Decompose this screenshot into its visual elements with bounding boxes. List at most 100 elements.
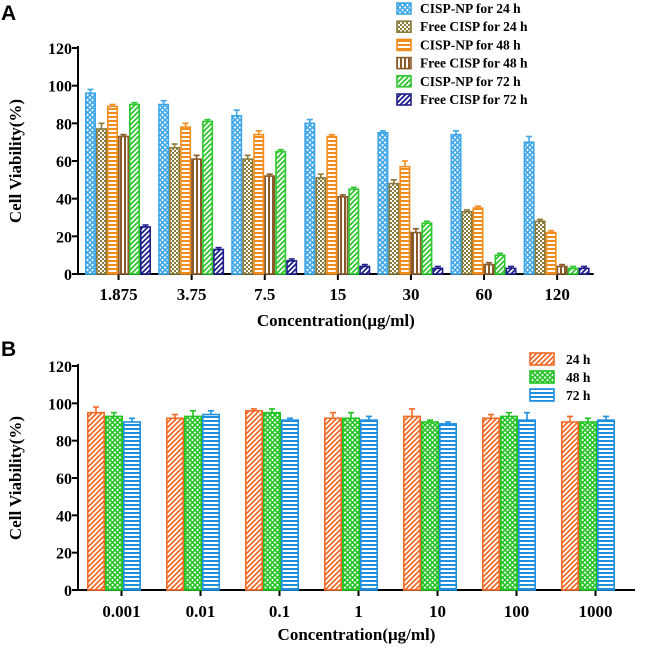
legend-item-free-cisp-for-24-h: Free CISP for 24 h: [396, 19, 528, 34]
y-tick-label: 20: [56, 229, 72, 246]
error-bar: [277, 148, 284, 152]
bar-free-cisp-for-24-h-7-5: [242, 158, 254, 275]
x-tick-label: 10: [429, 602, 446, 621]
error-bar: [120, 133, 127, 137]
y-tick-label: 40: [56, 192, 72, 209]
error-bar: [390, 179, 397, 184]
error-bar: [508, 265, 514, 269]
bar-cisp-np-for-24-h-60: [450, 133, 462, 275]
legend-label: 24 h: [566, 352, 591, 367]
error-bar: [486, 261, 492, 265]
legend-a: CISP-NP for 24 h Free CISP for 24 h CISP-N…: [396, 1, 528, 107]
error-bar: [348, 411, 354, 419]
bar-72-h-1: [359, 419, 378, 591]
x-tick-label: 1000: [579, 602, 613, 621]
error-bar: [215, 246, 222, 250]
legend-label: CISP-NP for 48 h: [420, 37, 521, 52]
legend-swatch: [529, 352, 555, 366]
bar-cisp-np-for-72-h-1-875: [129, 103, 141, 275]
legend-item-cisp-np-for-24-h: CISP-NP for 24 h: [396, 1, 521, 16]
bar-free-cisp-for-48-h-15: [337, 195, 349, 275]
error-bar: [171, 143, 178, 148]
error-bar: [255, 130, 262, 135]
y-axis-title: Cell Viability(%): [6, 416, 25, 540]
bar-cisp-np-for-48-h-60: [472, 207, 484, 275]
error-bar: [585, 417, 591, 422]
bar-cisp-np-for-48-h-3-75: [180, 126, 192, 275]
bar-free-cisp-for-72-h-120: [578, 267, 590, 275]
panel-label-b: B: [1, 338, 16, 361]
bar-72-h-1000: [596, 419, 615, 591]
bar-cisp-np-for-48-h-15: [326, 135, 338, 275]
error-bar: [87, 88, 94, 94]
bar-free-cisp-for-72-h-1-875: [140, 226, 152, 275]
error-bar: [603, 415, 609, 421]
error-bar: [208, 409, 214, 415]
error-bar: [475, 205, 481, 209]
x-tick-label: 60: [476, 285, 493, 304]
y-tick-label: 80: [56, 434, 72, 451]
y-tick-label: 100: [48, 396, 72, 413]
x-tick-label: 30: [402, 285, 419, 304]
bar-free-cisp-for-48-h-60: [483, 263, 495, 275]
error-bar: [244, 154, 251, 160]
error-bar: [269, 408, 275, 413]
legend-label: Free CISP for 24 h: [420, 19, 528, 34]
error-bar: [412, 228, 419, 233]
error-bar: [409, 408, 415, 417]
bar-48-h-100: [499, 415, 518, 591]
legend-swatch: [529, 370, 555, 384]
legend-swatch: [529, 388, 555, 402]
error-bar: [193, 154, 200, 160]
bar-free-cisp-for-24-h-60: [461, 211, 473, 275]
error-bar: [129, 417, 135, 422]
bar-24-h-0-1: [245, 409, 264, 591]
legend-label: CISP-NP for 72 h: [420, 74, 521, 89]
error-bar: [93, 406, 99, 413]
error-bar: [328, 133, 335, 137]
bar-free-cisp-for-24-h-30: [388, 182, 400, 275]
legend-b: 24 h 48 h 72 h: [529, 352, 591, 403]
bar-24-h-10: [402, 415, 421, 591]
bar-72-h-0-01: [202, 413, 221, 591]
bar-cisp-np-for-72-h-15: [348, 188, 360, 275]
legend-item-free-cisp-for-72-h: Free CISP for 72 h: [396, 92, 528, 107]
bar-free-cisp-for-48-h-30: [410, 231, 422, 275]
y-axis-title: Cell Viability(%): [6, 99, 25, 223]
error-bar: [506, 411, 512, 417]
error-bar: [131, 101, 138, 105]
legend-label: CISP-NP for 24 h: [420, 1, 521, 16]
bar-free-cisp-for-72-h-30: [432, 267, 444, 275]
bar-cisp-np-for-24-h-7-5: [231, 115, 243, 275]
bar-free-cisp-for-48-h-7-5: [264, 175, 276, 275]
bar-cisp-np-for-72-h-7-5: [275, 150, 287, 275]
bar-free-cisp-for-24-h-15: [315, 177, 327, 275]
bar-cisp-np-for-72-h-30: [421, 222, 433, 275]
error-bar: [317, 173, 324, 178]
bar-72-h-10: [438, 423, 457, 591]
legend-label: 48 h: [566, 370, 591, 385]
error-bar: [190, 409, 196, 417]
bar-48-h-0-1: [262, 411, 281, 591]
y-tick-label: 60: [56, 471, 72, 488]
legend-label: Free CISP for 72 h: [420, 92, 528, 107]
error-bar: [453, 130, 459, 135]
error-bar: [570, 265, 577, 269]
bar-48-h-1: [341, 417, 360, 591]
bar-free-cisp-for-48-h-3-75: [191, 158, 203, 275]
error-bar: [182, 122, 189, 128]
legend-item-72-h: 72 h: [529, 388, 591, 403]
bar-cisp-np-for-72-h-3-75: [202, 120, 214, 275]
error-bar: [567, 415, 573, 422]
error-bar: [330, 411, 336, 419]
bar-cisp-np-for-72-h-60: [494, 254, 506, 275]
error-bar: [423, 220, 430, 224]
error-bar: [361, 263, 368, 267]
legend-swatch: [396, 20, 412, 34]
y-tick-label: 100: [48, 79, 72, 96]
bar-72-h-0-001: [123, 421, 142, 591]
error-bar: [142, 224, 149, 227]
bars-a: [85, 88, 590, 275]
error-bar: [98, 122, 105, 129]
